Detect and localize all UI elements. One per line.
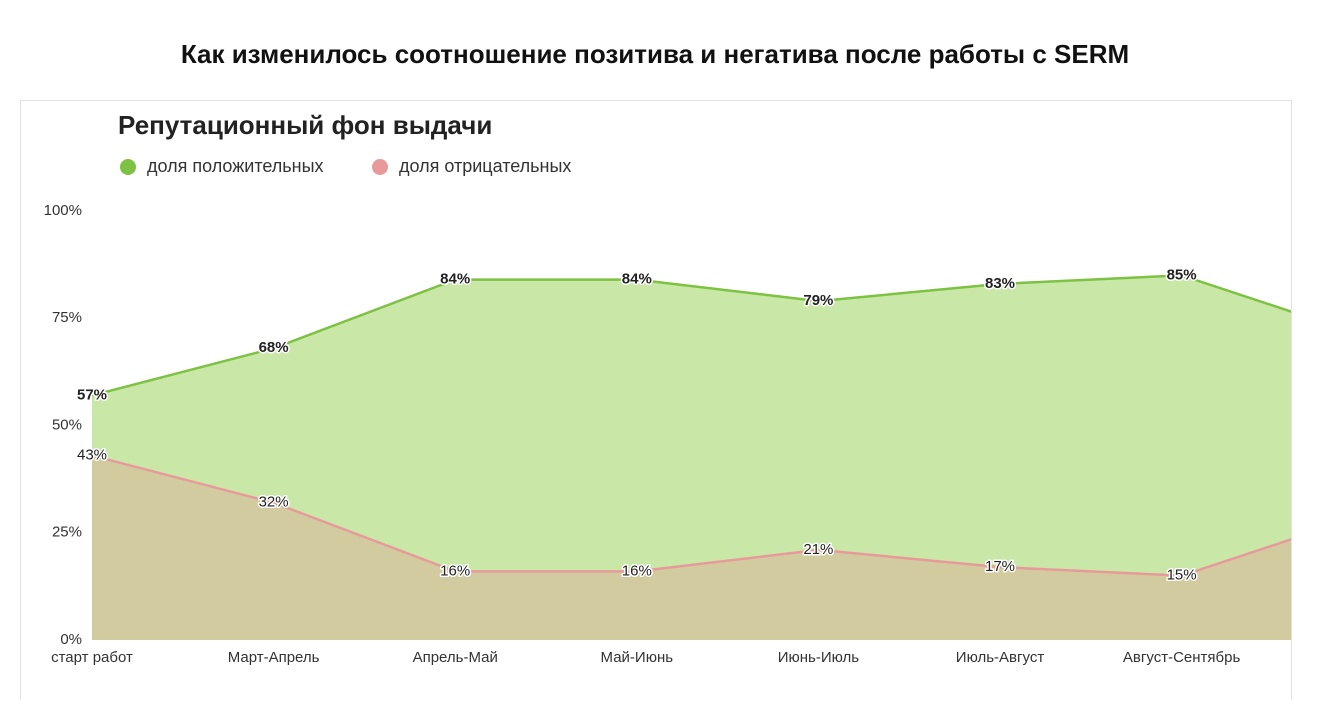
data-label: 21% — [803, 541, 833, 558]
data-label: 15% — [1167, 567, 1197, 584]
x-tick-label: Июнь-Июль — [778, 649, 860, 666]
data-label: 85% — [1167, 266, 1197, 283]
chart-title: Репутационный фон выдачи — [118, 110, 492, 140]
area — [92, 455, 1291, 640]
plot — [92, 274, 1291, 640]
legend-swatch — [120, 159, 136, 175]
x-tick-label: Март-Апрель — [228, 649, 320, 666]
x-tick-label: Август-Сентябрь — [1123, 649, 1241, 666]
y-tick-label: 50% — [52, 416, 82, 433]
data-label: 16% — [622, 562, 652, 579]
x-tick-label: старт работ — [51, 649, 133, 666]
data-label: 57% — [77, 386, 107, 403]
line — [92, 454, 1291, 577]
line — [92, 274, 1291, 397]
x-tick-label: Июль-Август — [956, 649, 1045, 666]
data-label: 83% — [985, 275, 1015, 292]
legend-swatch — [372, 159, 388, 175]
panel-border — [20, 100, 1292, 700]
y-tick-label: 100% — [44, 202, 82, 219]
data-label: 84% — [622, 271, 652, 288]
data-label: 84% — [440, 271, 470, 288]
data-label: 17% — [985, 558, 1015, 575]
page-title: Как изменилось соотношение позитива и не… — [181, 39, 1129, 69]
y-tick-label: 25% — [52, 524, 82, 541]
data-label: 68% — [259, 339, 289, 356]
x-tick-label: Апрель-Май — [413, 649, 498, 666]
data-label: 43% — [77, 446, 107, 463]
y-tick-label: 0% — [60, 631, 82, 648]
data-label: 32% — [259, 494, 289, 511]
data-label: 79% — [803, 292, 833, 309]
legend-label: доля положительных — [147, 156, 324, 176]
y-tick-label: 75% — [52, 309, 82, 326]
data-label: 16% — [440, 562, 470, 579]
legend-label: доля отрицательных — [399, 156, 571, 176]
x-tick-label: Май-Июнь — [601, 649, 674, 666]
